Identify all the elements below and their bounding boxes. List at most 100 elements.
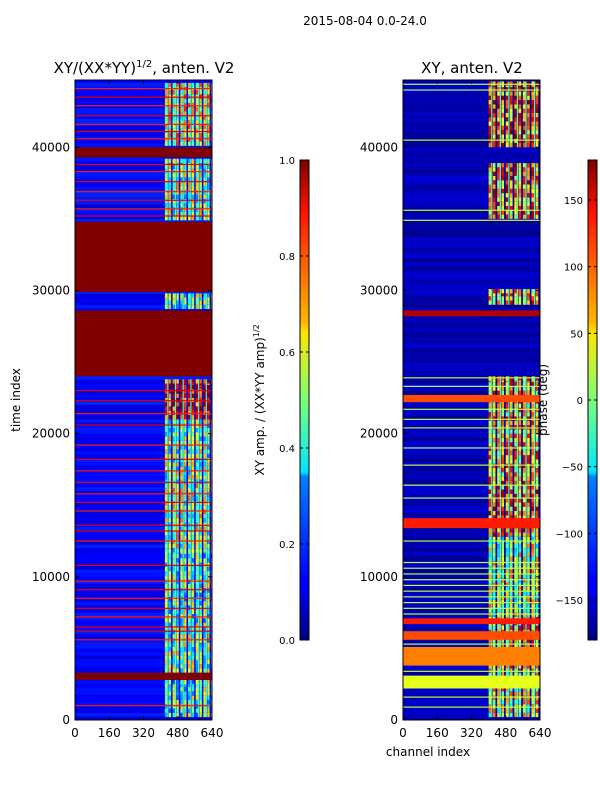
left-heatmap-cell	[191, 596, 195, 602]
right-heatmap-cell	[497, 552, 500, 557]
left-heatmap-cell	[176, 614, 179, 619]
right-heatmap-line	[403, 427, 540, 429]
left-heatmap-cell	[207, 539, 210, 544]
right-heatmap-cell	[518, 100, 522, 105]
right-heatmap-cell	[535, 108, 539, 113]
left-heatmap-cell	[195, 445, 199, 450]
right-heatmap-cell	[531, 167, 535, 172]
left-heatmap-cell	[176, 622, 179, 627]
left-heatmap-cell	[191, 466, 195, 471]
left-heatmap-cell	[199, 436, 202, 441]
right-heatmap-cell	[535, 142, 539, 148]
right-heatmap-cell	[488, 450, 492, 456]
left-heatmap-texture-row	[75, 705, 212, 710]
right-heatmap-cell	[510, 416, 513, 421]
left-heatmap-cell	[184, 562, 187, 567]
right-heatmap-cell	[518, 142, 522, 148]
left-heatmap-cell	[199, 625, 202, 630]
left-heatmap-cell	[199, 605, 202, 610]
left-heatmap-cell	[207, 483, 210, 489]
right-heatmap-cell	[492, 691, 496, 696]
right-heatmap-cell	[501, 433, 505, 438]
left-heatmap-cell	[191, 609, 195, 615]
right-heatmap-cell	[497, 429, 500, 434]
left-heatmap-cell	[176, 94, 179, 99]
left-heatmap-cell	[172, 102, 175, 108]
left-heatmap-texture-row	[75, 562, 212, 567]
right-heatmap-cell	[497, 437, 500, 443]
left-heatmap-cell	[184, 137, 187, 142]
left-heatmap-cell	[191, 505, 195, 510]
right-heatmap-cell	[492, 420, 496, 426]
left-heatmap-cell	[180, 410, 183, 416]
right-heatmap-cell	[510, 382, 513, 387]
left-heatmap-cell	[188, 207, 191, 212]
right-heatmap-cell	[510, 171, 513, 176]
right-heatmap-cell	[505, 595, 509, 600]
right-heatmap-cell	[501, 104, 505, 109]
left-heatmap-cell	[195, 470, 199, 476]
left-heatmap-cell	[188, 198, 191, 204]
left-heatmap-cell	[172, 203, 175, 208]
right-heatmap-cell	[518, 197, 522, 202]
left-heatmap-cell	[191, 634, 195, 639]
left-heatmap-cell	[188, 655, 191, 660]
right-heatmap-cell	[522, 664, 526, 669]
left-heatmap-cell	[168, 82, 172, 88]
right-heatmap-texture-row	[403, 337, 540, 341]
right-heatmap-texture-row	[403, 297, 540, 302]
right-heatmap-cell	[510, 201, 513, 206]
right-heatmap-cell	[527, 429, 530, 434]
left-heatmap-texture-row	[75, 125, 212, 130]
right-heatmap-cell	[492, 138, 496, 143]
right-heatmap-line	[403, 670, 540, 672]
left-xtick-label: 640	[201, 726, 224, 740]
left-heatmap-cell	[191, 492, 195, 497]
left-heatmap-cell	[168, 479, 172, 484]
left-heatmap-cell	[188, 475, 191, 480]
left-heatmap-line	[75, 138, 212, 140]
right-heatmap-texture-row	[403, 215, 540, 219]
right-heatmap-cell	[505, 433, 509, 438]
right-heatmap-cell	[497, 668, 500, 673]
left-heatmap-texture-row	[75, 641, 212, 645]
right-heatmap-cell	[501, 117, 505, 122]
right-heatmap-cell	[497, 390, 500, 395]
left-heatmap-texture-row	[75, 294, 212, 298]
left-heatmap-texture-row	[75, 444, 212, 448]
left-heatmap-column-line	[213, 623, 214, 673]
left-heatmap-cell	[176, 518, 179, 523]
left-heatmap-cell	[180, 194, 183, 199]
left-heatmap-cell	[168, 566, 172, 572]
left-heatmap-cell	[191, 107, 195, 112]
right-heatmap-texture-row	[403, 401, 540, 406]
right-heatmap-cell	[501, 412, 505, 417]
right-heatmap-cell	[492, 459, 496, 464]
right-heatmap-cell	[527, 687, 530, 692]
right-heatmap-cell	[514, 459, 517, 464]
right-heatmap-cell	[518, 425, 522, 430]
right-heatmap-cell	[505, 376, 509, 381]
right-heatmap-cell	[535, 468, 539, 473]
right-heatmap-cell	[501, 536, 505, 542]
left-heatmap-cell	[164, 111, 168, 116]
right-heatmap-column-line	[499, 536, 501, 617]
left-heatmap-cell	[195, 562, 199, 567]
left-heatmap-column-line	[174, 419, 177, 484]
right-heatmap-cell	[505, 539, 509, 544]
right-heatmap-cell	[518, 300, 522, 305]
left-heatmap-cell	[172, 423, 175, 428]
right-heatmap-texture-row	[403, 308, 540, 312]
right-heatmap-cell	[527, 638, 530, 643]
left-heatmap-cell	[176, 410, 179, 416]
right-heatmap-cell	[497, 167, 500, 172]
right-heatmap-cell	[501, 608, 505, 613]
left-heatmap-column-line	[190, 419, 192, 484]
left-heatmap-cell	[176, 445, 179, 450]
right-heatmap-cell	[518, 569, 522, 574]
left-heatmap-cell	[168, 185, 172, 191]
left-heatmap-cell	[184, 655, 187, 660]
left-heatmap-cell	[203, 695, 206, 700]
right-heatmap-cell	[488, 476, 492, 481]
left-heatmap-cell	[203, 682, 206, 688]
